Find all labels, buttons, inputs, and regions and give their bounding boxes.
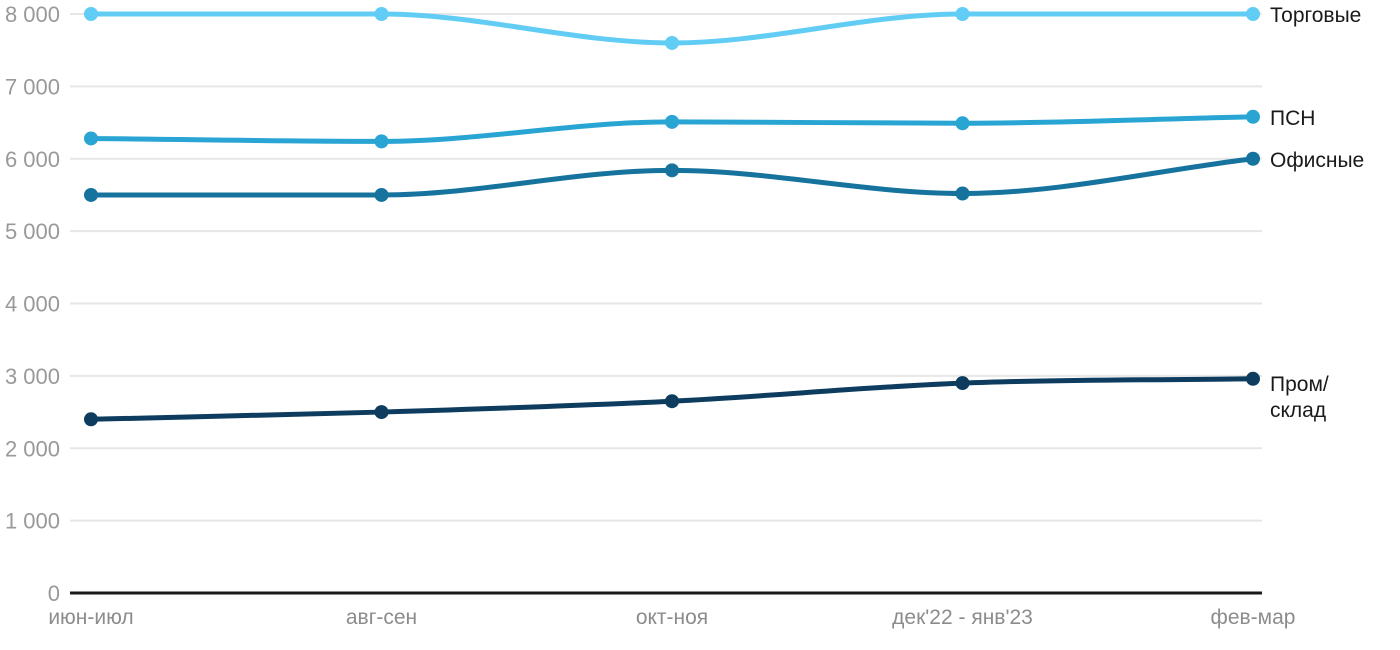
data-point-ofisnye <box>955 186 970 201</box>
data-point-torgovye <box>1246 7 1260 21</box>
data-point-ofisnye <box>374 187 389 202</box>
y-tick-label: 3 000 <box>5 364 60 389</box>
data-point-ofisnye <box>665 163 679 178</box>
data-point-prom-sklad <box>84 412 98 427</box>
y-tick-label: 1 000 <box>5 509 60 534</box>
x-tick-labels: июн-июл авг-сен окт-ноя дек'22 - янв'23 фев-… <box>48 606 1295 629</box>
x-tick-label: авг-сен <box>346 606 417 629</box>
data-point-prom-sklad <box>1246 371 1260 386</box>
y-tick-label: 2 000 <box>5 436 60 461</box>
y-tick-label: 6 000 <box>5 147 60 172</box>
x-tick-label: окт-ноя <box>636 606 708 629</box>
y-tick-labels: 0 1 000 2 000 3 000 4 000 5 000 6 000 7 000 8 00… <box>5 2 60 606</box>
data-point-psn <box>665 114 679 129</box>
y-tick-label: 4 000 <box>5 292 60 317</box>
series-lines <box>84 7 1260 427</box>
y-tick-label: 7 000 <box>5 74 60 99</box>
data-point-prom-sklad <box>374 405 389 420</box>
x-tick-label: фев-мар <box>1211 606 1296 629</box>
data-point-torgovye <box>374 7 389 21</box>
y-tick-label: 5 000 <box>5 219 60 244</box>
y-tick-label: 0 <box>48 581 60 606</box>
data-point-torgovye <box>665 35 679 50</box>
data-point-torgovye <box>84 7 98 21</box>
data-point-psn <box>955 116 970 131</box>
series-label-ofisnye: Офисные <box>1270 149 1364 172</box>
data-point-ofisnye <box>1246 151 1260 166</box>
series-label-torgovye: Торговые <box>1270 4 1361 27</box>
series-label-psn: ПСН <box>1270 107 1315 130</box>
data-point-torgovye <box>955 7 970 21</box>
y-tick-label: 8 000 <box>5 2 60 27</box>
gridlines <box>70 13 1262 522</box>
series-label-prom-sklad: склад <box>1270 399 1326 422</box>
data-point-prom-sklad <box>665 394 679 409</box>
data-point-prom-sklad <box>955 376 970 391</box>
x-tick-label: дек'22 - янв'23 <box>892 606 1033 629</box>
series-label-prom-sklad: Пром/ <box>1270 373 1329 396</box>
data-point-psn <box>84 131 98 146</box>
data-point-ofisnye <box>84 187 98 202</box>
x-tick-label: июн-июл <box>48 606 133 629</box>
series-labels: Торговые ПСН Офисные Пром/склад <box>1270 4 1364 422</box>
data-point-psn <box>1246 109 1260 124</box>
data-point-psn <box>374 134 389 149</box>
